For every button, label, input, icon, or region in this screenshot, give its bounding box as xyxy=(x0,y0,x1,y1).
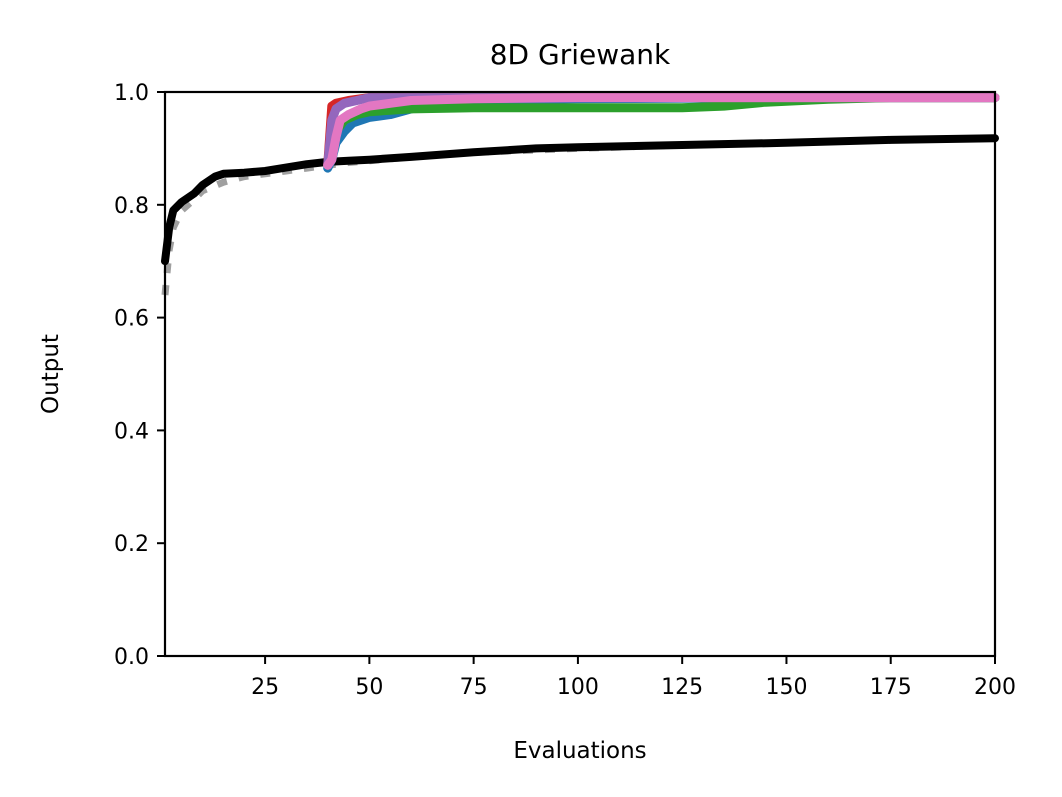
y-tick-label: 0.0 xyxy=(114,645,149,670)
x-axis-ticks: 25 50 75 100 125 150 175 200 xyxy=(251,656,1016,700)
x-tick-label: 200 xyxy=(974,675,1016,700)
x-tick-label: 75 xyxy=(460,675,488,700)
series-lines xyxy=(161,93,1000,296)
x-tick-label: 25 xyxy=(251,675,279,700)
plot-frame xyxy=(163,90,997,658)
y-tick-label: 0.4 xyxy=(114,419,149,444)
series-line-2 xyxy=(161,134,999,266)
x-tick-label: 50 xyxy=(355,675,383,700)
x-tick-label: 150 xyxy=(765,675,807,700)
y-tick-label: 0.2 xyxy=(114,532,149,557)
y-tick-label: 0.6 xyxy=(114,307,149,332)
y-tick-label: 0.8 xyxy=(114,194,149,219)
series-line-7 xyxy=(323,93,1000,170)
x-tick-label: 175 xyxy=(870,675,912,700)
x-axis-label: Evaluations xyxy=(513,738,646,764)
series-line-1 xyxy=(161,134,996,296)
x-tick-label: 125 xyxy=(661,675,703,700)
chart-title: 8D Griewank xyxy=(490,38,671,71)
x-tick-label: 100 xyxy=(557,675,599,700)
y-tick-label: 1.0 xyxy=(114,81,149,106)
y-axis-label: Output xyxy=(38,334,64,414)
y-axis-ticks: 0.0 0.2 0.4 0.6 0.8 1.0 xyxy=(114,81,165,670)
